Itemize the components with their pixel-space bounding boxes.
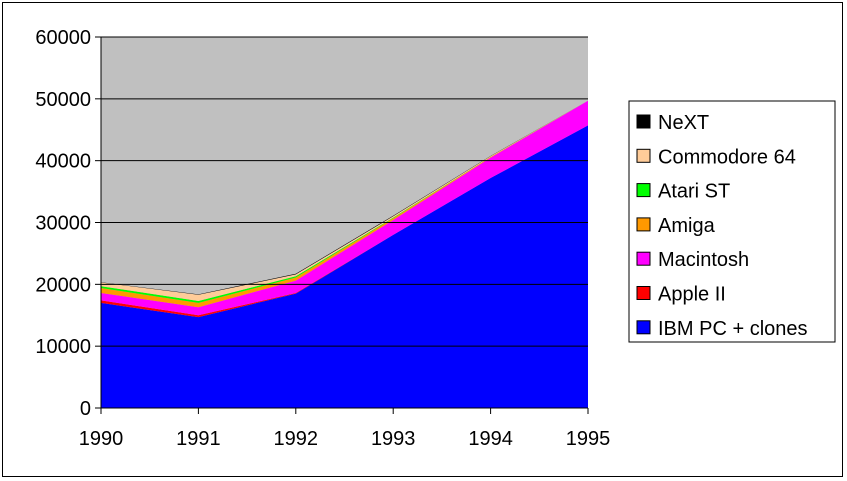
legend-label-amiga: Amiga (658, 215, 716, 237)
legend-label-commodore-64: Commodore 64 (658, 146, 796, 168)
legend: NeXT Commodore 64 Atari ST Amiga Macintosh Ap… (628, 100, 836, 343)
y-tick-label: 20000 (35, 274, 91, 296)
y-tick-label: 30000 (35, 213, 91, 235)
legend-label-atari-st: Atari ST (658, 181, 730, 203)
legend-box (628, 100, 836, 343)
x-tick-label: 1994 (468, 428, 513, 450)
y-tick-label: 10000 (35, 336, 91, 358)
legend-swatch-next (636, 114, 651, 129)
legend-swatch-amiga (636, 217, 651, 232)
stacked-area-chart: 0 10000 20000 30000 40000 50000 60000 1990 1991 1… (35, 27, 836, 450)
x-tick-label: 1990 (79, 428, 124, 450)
legend-swatch-macintosh (636, 251, 651, 266)
legend-swatch-atari-st (636, 183, 651, 198)
x-tick-label: 1992 (274, 428, 319, 450)
y-tick-label: 40000 (35, 151, 91, 173)
y-tick-label: 60000 (35, 27, 91, 49)
legend-label-next: NeXT (658, 112, 709, 134)
legend-swatch-ibm-pc-clones (636, 320, 651, 335)
legend-swatch-commodore-64 (636, 148, 651, 163)
x-tick-label: 1995 (566, 428, 611, 450)
x-tick-label: 1993 (371, 428, 416, 450)
plot-area: 0 10000 20000 30000 40000 50000 60000 1990 1991 1… (35, 27, 610, 450)
legend-label-macintosh: Macintosh (658, 249, 749, 271)
x-tick-label: 1991 (176, 428, 221, 450)
legend-label-apple-ii: Apple II (658, 284, 726, 306)
area-ibm-pc-clones (101, 125, 588, 409)
legend-swatch-apple-ii (636, 286, 651, 300)
legend-label-ibm-pc-clones: IBM PC + clones (658, 318, 808, 340)
y-tick-label: 0 (80, 398, 91, 420)
y-tick-label: 50000 (35, 89, 91, 111)
